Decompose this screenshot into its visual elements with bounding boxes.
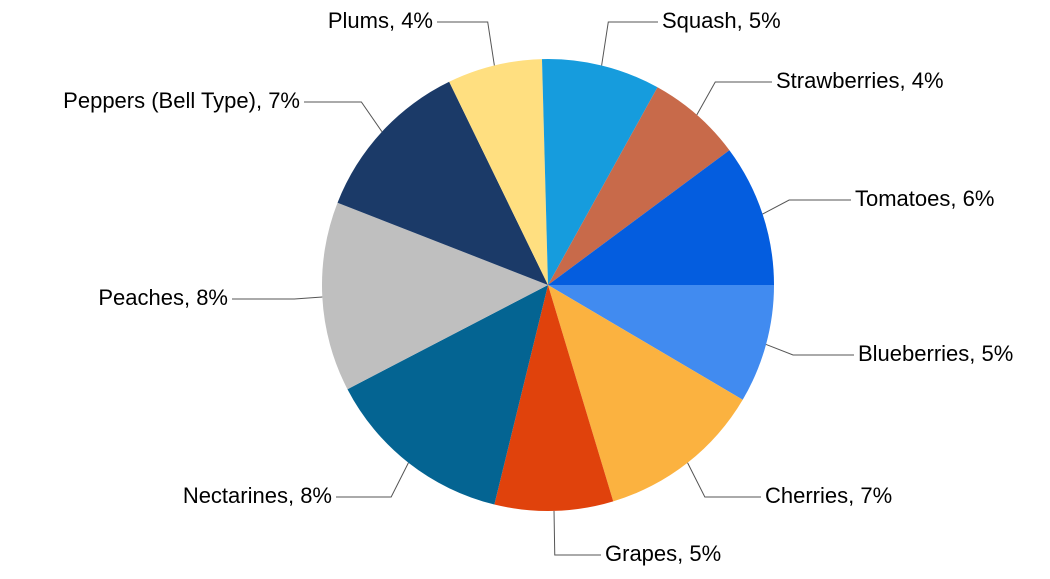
leader-line — [765, 343, 854, 356]
pie-slice — [541, 59, 658, 286]
pie-slice — [347, 285, 548, 505]
leader-line — [762, 199, 851, 215]
leader-line — [601, 21, 658, 66]
data-label: Strawberries, 4% — [776, 68, 944, 93]
data-label: Blueberries, 5% — [858, 341, 1013, 366]
leader-line — [232, 296, 323, 300]
leader-line — [553, 510, 601, 556]
data-label: Tomatoes, 6% — [855, 186, 994, 211]
data-label: Cherries, 7% — [765, 483, 892, 508]
pie-slice — [548, 285, 743, 502]
pie-slice — [548, 285, 774, 400]
data-label: Grapes, 5% — [605, 541, 721, 566]
leader-line — [687, 462, 761, 498]
data-label: Peppers (Bell Type), 7% — [63, 88, 300, 113]
data-label: Squash, 5% — [662, 8, 781, 33]
leader-line — [437, 21, 495, 66]
pie-slice — [337, 81, 548, 285]
pie-slice — [321, 202, 548, 390]
leader-line — [304, 101, 383, 132]
data-label: Nectarines, 8% — [183, 483, 332, 508]
pie-slice — [548, 87, 730, 285]
leader-line — [336, 462, 409, 498]
pie-slice — [449, 59, 548, 285]
leader-line — [696, 81, 772, 116]
data-label: Peaches, 8% — [98, 285, 228, 310]
pie-slice — [494, 285, 614, 511]
pie-slice — [548, 150, 774, 285]
data-label: Plums, 4% — [328, 8, 433, 33]
